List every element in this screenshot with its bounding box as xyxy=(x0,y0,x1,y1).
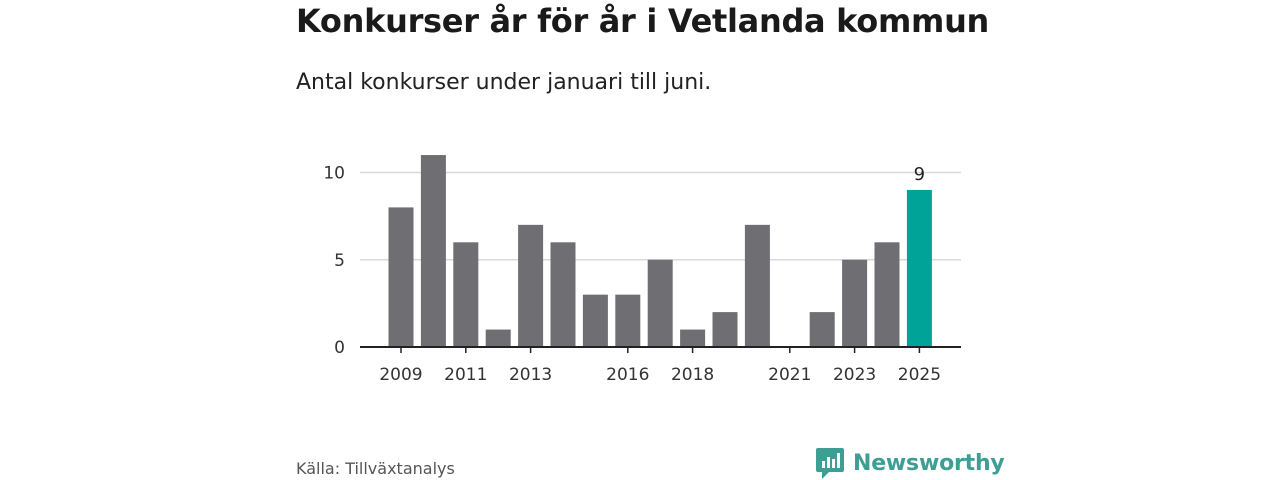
bar-2017 xyxy=(647,259,673,347)
x-tick-label: 2023 xyxy=(833,365,876,385)
bar-2023 xyxy=(842,259,868,347)
chart-title: Konkurser år för år i Vetlanda kommun xyxy=(296,2,990,40)
bar-2019 xyxy=(712,312,738,347)
bar-2010 xyxy=(420,155,446,347)
bar-2025 xyxy=(906,189,932,347)
highlight-value-label: 9 xyxy=(914,164,925,185)
bar-2018 xyxy=(680,329,706,347)
y-tick-label: 0 xyxy=(334,338,345,358)
x-tick-label: 2013 xyxy=(509,365,552,385)
y-axis-ticks: 0 5 10 xyxy=(323,164,345,359)
bar-2015 xyxy=(582,294,608,347)
bar-2012 xyxy=(485,329,511,347)
grid-lines xyxy=(360,171,961,261)
bar-2013 xyxy=(518,224,544,347)
bar-2009 xyxy=(388,207,414,347)
y-tick-label: 5 xyxy=(334,251,345,271)
newsworthy-brand-name: Newsworthy xyxy=(853,450,1005,476)
bar-2016 xyxy=(615,294,641,347)
x-tick-label: 2021 xyxy=(768,365,811,385)
bars xyxy=(388,155,932,347)
chart-subtitle: Antal konkurser under januari till juni. xyxy=(296,70,712,95)
x-tick-label: 2011 xyxy=(444,365,487,385)
x-tick-label: 2009 xyxy=(379,365,422,385)
x-tick-label: 2025 xyxy=(898,365,941,385)
x-tick-label: 2016 xyxy=(606,365,649,385)
bar-2014 xyxy=(550,242,576,347)
y-tick-label: 10 xyxy=(323,164,345,184)
bar-2024 xyxy=(874,242,900,347)
bar-2011 xyxy=(453,242,479,347)
newsworthy-logo: Newsworthy xyxy=(815,446,1005,480)
bar-2020 xyxy=(744,224,770,347)
bar-2022 xyxy=(809,312,835,347)
source-note: Källa: Tillväxtanalys xyxy=(296,459,455,478)
x-axis-ticks: 2009 2011 2013 2016 2018 2021 2023 2025 xyxy=(379,347,941,385)
newsworthy-logo-icon xyxy=(816,448,844,479)
x-tick-label: 2018 xyxy=(671,365,714,385)
